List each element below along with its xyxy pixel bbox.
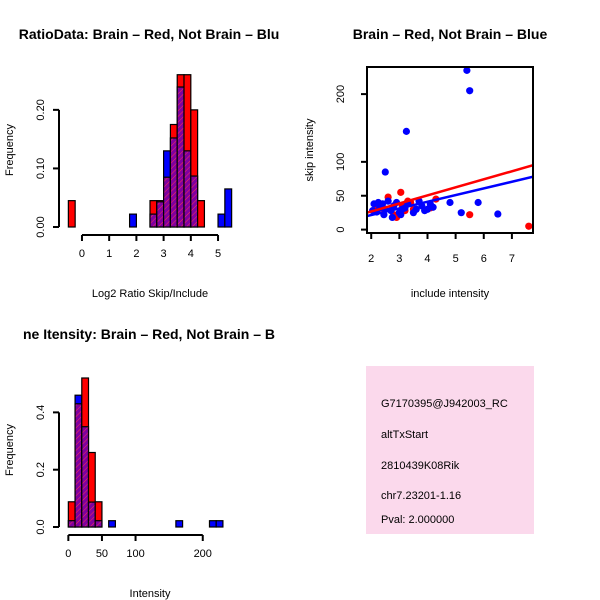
x-axis-label: Log2 Ratio Skip/Include — [92, 288, 208, 300]
histogram-bar — [175, 520, 184, 528]
x-tick-label: 6 — [481, 253, 487, 265]
x-tick-label: 1 — [106, 248, 112, 260]
brain-point — [525, 222, 533, 230]
histogram-bar — [217, 213, 226, 228]
info-gene-name: 2810439K08Rik — [381, 460, 460, 472]
y-tick-label: 0.2 — [35, 462, 47, 477]
y-tick-label: 0.00 — [35, 216, 47, 237]
y-tick-label: 50 — [335, 190, 347, 202]
x-tick-label: 5 — [215, 248, 221, 260]
overlap-bar — [169, 137, 178, 228]
histogram-bar — [67, 200, 76, 228]
chart-title: RatioData: Brain – Red, Not Brain – Blu — [19, 26, 280, 42]
info-probe-id: G7170395@J942003_RC — [381, 398, 508, 410]
bars — [67, 377, 224, 528]
info-location: chr7.23201-1.16 — [381, 490, 461, 502]
axes: 0 50 100 200 0.0 0.2 0.4 — [35, 405, 212, 560]
x-tick-label: 2 — [133, 248, 139, 260]
overlap-bar — [176, 86, 185, 228]
x-tick-label: 4 — [424, 253, 430, 265]
x-tick-label: 2 — [368, 253, 374, 265]
not-brain-point — [423, 205, 432, 213]
not-brain-fit-line — [367, 175, 533, 218]
brain-point — [397, 188, 405, 196]
not-brain-point — [494, 210, 502, 218]
info-background — [366, 366, 534, 534]
histogram-bar — [108, 520, 116, 528]
brain-point — [466, 211, 474, 219]
not-brain-point — [474, 198, 482, 207]
axes: 0 1 2 3 4 5 0.00 0.10 0.20 — [35, 99, 221, 260]
not-brain-point — [466, 87, 474, 95]
info-pval: Pval: 2.000000 — [381, 514, 454, 526]
y-tick-label: 100 — [335, 153, 347, 171]
not-brain-point — [457, 209, 465, 217]
x-axis-label: include intensity — [411, 288, 490, 300]
y-tick-label: 0.4 — [35, 405, 47, 420]
panel-ratio-histogram: RatioData: Brain – Red, Not Brain – Blu … — [4, 26, 279, 300]
not-brain-point — [402, 127, 410, 135]
overlap-bar — [190, 175, 199, 228]
overlap-bar — [183, 150, 192, 228]
histogram-bar — [215, 520, 224, 528]
y-tick-label: 200 — [335, 85, 347, 103]
plot-frame — [366, 66, 534, 234]
overlap-bar — [74, 403, 83, 528]
histogram-bar — [224, 188, 233, 228]
overlap-bar — [94, 520, 103, 528]
y-tick-label: 0.20 — [35, 99, 47, 120]
chart-title: Brain – Red, Not Brain – Blue — [353, 26, 548, 42]
x-tick-label: 7 — [509, 253, 515, 265]
x-tick-label: 0 — [65, 548, 71, 560]
x-tick-label: 0 — [79, 248, 85, 260]
x-tick-label: 3 — [396, 253, 402, 265]
y-tick-label: 0.10 — [35, 158, 47, 179]
panel-scatter: Brain – Red, Not Brain – Blue 2 3 4 5 6 7 0 50 1… — [304, 26, 547, 300]
x-tick-label: 100 — [126, 548, 144, 560]
not-brain-point — [463, 67, 471, 74]
not-brain-point — [378, 200, 387, 208]
overlap-bar — [149, 213, 158, 228]
overlap-bar — [87, 501, 96, 528]
not-brain-point — [381, 168, 389, 176]
y-tick-label: 0 — [335, 227, 347, 233]
info-event-type: altTxStart — [381, 429, 428, 441]
overlap-bar — [67, 520, 76, 528]
y-axis-label: Frequency — [4, 424, 16, 476]
panel-intensity-histogram: ne Itensity: Brain – Red, Not Brain – B … — [4, 326, 275, 600]
overlap-bar — [163, 176, 172, 228]
not-brain-point — [384, 197, 392, 205]
bars — [67, 74, 233, 228]
overlap-bar — [81, 426, 90, 528]
x-tick-label: 3 — [161, 248, 167, 260]
plot-content — [367, 67, 533, 230]
y-axis-label: skip intensity — [304, 118, 316, 181]
not-brain-point — [397, 211, 405, 219]
x-tick-label: 50 — [96, 548, 108, 560]
x-axis-label: Intensity — [130, 588, 171, 600]
not-brain-point — [412, 205, 420, 213]
not-brain-point — [429, 203, 437, 211]
x-tick-label: 200 — [194, 548, 212, 560]
plot-area: 2 3 4 5 6 7 0 50 100 200 — [335, 66, 534, 265]
histogram-bar — [197, 200, 206, 228]
x-tick-label: 4 — [188, 248, 194, 260]
overlap-bar — [156, 201, 165, 228]
y-axis-label: Frequency — [4, 124, 16, 176]
histogram-bar — [208, 520, 217, 528]
x-tick-label: 5 — [453, 253, 459, 265]
y-tick-label: 0.0 — [35, 519, 47, 534]
chart-title: ne Itensity: Brain – Red, Not Brain – B — [23, 326, 275, 342]
histogram-bar — [128, 213, 137, 228]
not-brain-point — [446, 198, 454, 207]
not-brain-point — [388, 213, 396, 222]
brain-fit-line — [367, 164, 533, 214]
info-panel: G7170395@J942003_RC altTxStart 2810439K0… — [366, 366, 534, 534]
